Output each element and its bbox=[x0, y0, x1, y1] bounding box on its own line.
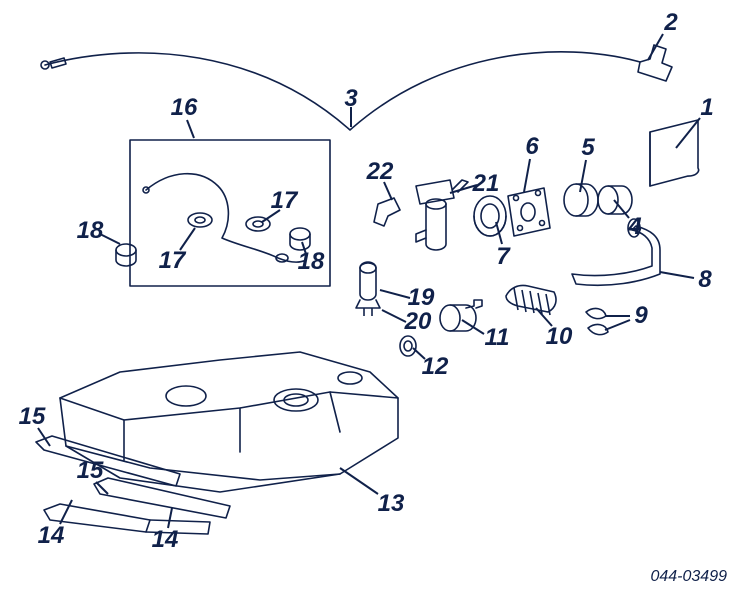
callout-line bbox=[524, 159, 530, 192]
callout-line bbox=[614, 200, 629, 218]
callout-label-15: 15 bbox=[77, 459, 104, 483]
callout-line bbox=[648, 34, 663, 60]
callout-line bbox=[496, 222, 502, 244]
callout-label-4: 4 bbox=[628, 215, 641, 239]
callout-label-3: 3 bbox=[344, 87, 357, 111]
callout-line bbox=[168, 508, 172, 528]
callout-label-17: 17 bbox=[159, 249, 186, 273]
callout-line bbox=[676, 118, 700, 148]
callout-label-19: 19 bbox=[408, 286, 435, 310]
callout-label-18: 18 bbox=[298, 250, 325, 274]
callout-line bbox=[187, 120, 194, 138]
callout-label-18: 18 bbox=[77, 219, 104, 243]
callout-line bbox=[580, 160, 586, 192]
diagram-part-number: 044-03499 bbox=[650, 568, 727, 586]
callout-label-11: 11 bbox=[485, 326, 510, 350]
callout-label-13: 13 bbox=[378, 492, 405, 516]
callout-label-6: 6 bbox=[525, 135, 538, 159]
callout-line bbox=[605, 320, 630, 330]
callout-line bbox=[380, 290, 410, 298]
callout-label-1: 1 bbox=[700, 96, 713, 120]
callout-label-16: 16 bbox=[171, 96, 198, 120]
callout-label-14: 14 bbox=[38, 524, 65, 548]
callout-label-22: 22 bbox=[367, 160, 394, 184]
callout-label-15: 15 bbox=[19, 405, 46, 429]
callout-line bbox=[462, 320, 484, 334]
callout-label-7: 7 bbox=[496, 245, 509, 269]
callout-line bbox=[660, 272, 694, 278]
callout-label-14: 14 bbox=[152, 528, 179, 552]
callout-label-12: 12 bbox=[422, 355, 449, 379]
callout-line bbox=[60, 500, 72, 524]
callout-label-17: 17 bbox=[271, 189, 298, 213]
callout-label-9: 9 bbox=[634, 304, 647, 328]
callout-label-8: 8 bbox=[698, 268, 711, 292]
parts-diagram: 1234567891011121314141515161717181819202… bbox=[0, 0, 745, 600]
callout-label-5: 5 bbox=[581, 136, 594, 160]
callout-line bbox=[340, 468, 378, 494]
callout-label-10: 10 bbox=[546, 325, 573, 349]
callout-lines bbox=[0, 0, 745, 600]
callout-label-20: 20 bbox=[405, 310, 432, 334]
callout-line bbox=[382, 310, 406, 322]
callout-label-2: 2 bbox=[664, 11, 677, 35]
callout-line bbox=[38, 428, 50, 446]
callout-label-21: 21 bbox=[473, 172, 500, 196]
